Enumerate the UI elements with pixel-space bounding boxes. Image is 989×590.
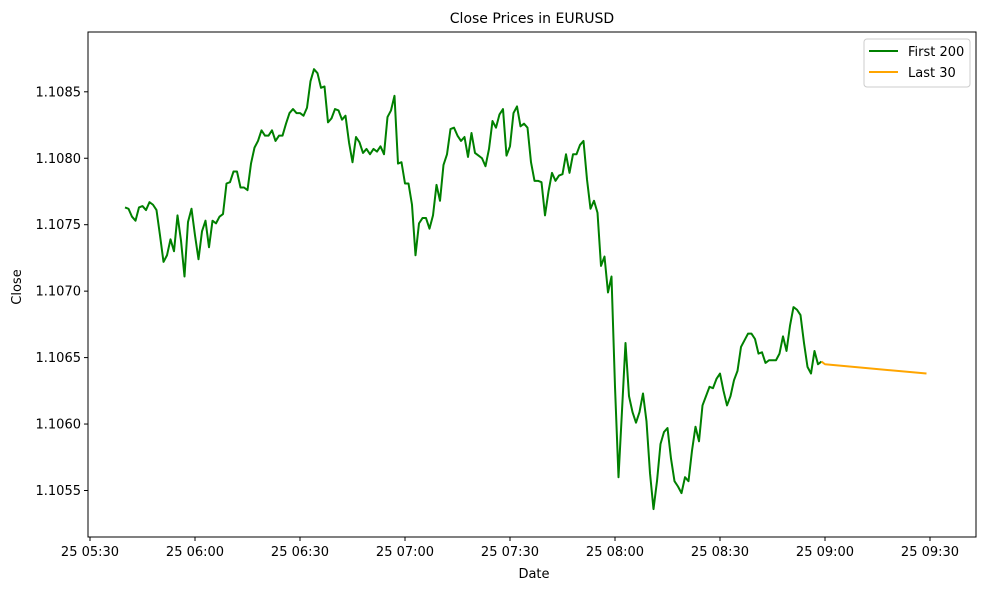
y-tick-label: 1.1060 (36, 418, 82, 433)
series-line-first-200 (124, 68, 823, 511)
y-axis: 1.1055 1.1060 1.1065 1.1070 1.1075 1.1080 1.10… (36, 85, 88, 499)
legend-label-first-200: First 200 (908, 45, 964, 60)
x-tick-label: 25 09:00 (796, 545, 854, 560)
x-tick-label: 25 07:00 (376, 545, 434, 560)
y-axis-label: Close (10, 269, 25, 304)
x-tick-label: 25 09:30 (901, 545, 959, 560)
x-tick-label: 25 08:00 (586, 545, 644, 560)
y-tick-label: 1.1085 (36, 85, 82, 100)
x-tick-label: 25 07:30 (481, 545, 539, 560)
y-tick-label: 1.1080 (36, 152, 82, 167)
y-tick-label: 1.1070 (36, 285, 82, 300)
series-line-last-30 (820, 360, 927, 375)
legend-label-last-30: Last 30 (908, 66, 956, 81)
legend: First 200 Last 30 (863, 38, 971, 88)
chart-title: Close Prices in EURUSD (450, 11, 614, 27)
y-tick-label: 1.1065 (36, 351, 82, 366)
x-tick-label: 25 08:30 (691, 545, 749, 560)
x-axis: 25 05:30 25 06:00 25 06:30 25 07:00 25 07:30… (61, 537, 959, 560)
x-tick-label: 25 05:30 (61, 545, 119, 560)
x-tick-label: 25 06:00 (166, 545, 224, 560)
plot-frame (87, 31, 977, 538)
series-layer (124, 68, 927, 511)
x-axis-label: Date (518, 567, 549, 582)
x-tick-label: 25 06:30 (271, 545, 329, 560)
y-tick-label: 1.1075 (36, 218, 82, 233)
y-tick-label: 1.1055 (36, 484, 82, 499)
